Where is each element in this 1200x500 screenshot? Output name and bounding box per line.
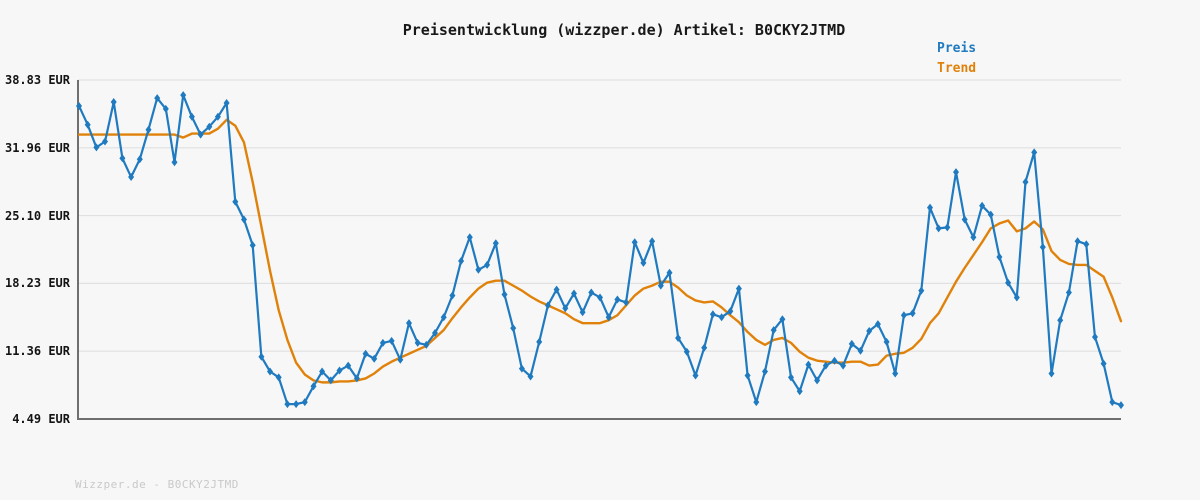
price-markers xyxy=(76,91,1124,410)
y-axis-tick-label: 11.36 EUR xyxy=(4,344,70,359)
y-axis-tick-label: 38.83 EUR xyxy=(4,73,70,87)
legend: Preis Trend xyxy=(937,39,976,79)
watermark: Wizzper.de - B0CKY2JTMD xyxy=(75,478,239,491)
y-axis-tick-label: 31.96 EUR xyxy=(4,140,70,155)
legend-item-preis: Preis xyxy=(937,41,977,56)
y-axis-tick-label: 4.49 EUR xyxy=(12,412,70,426)
y-axis-tick-label: 18.23 EUR xyxy=(4,276,70,291)
chart-title: Preisentwicklung (wizzper.de) Artikel: B… xyxy=(402,21,846,39)
legend-item-trend: Trend xyxy=(937,61,977,76)
trend-line xyxy=(77,118,1123,384)
y-axis-tick-label: 25.10 EUR xyxy=(4,208,70,223)
price-line xyxy=(77,94,1123,407)
